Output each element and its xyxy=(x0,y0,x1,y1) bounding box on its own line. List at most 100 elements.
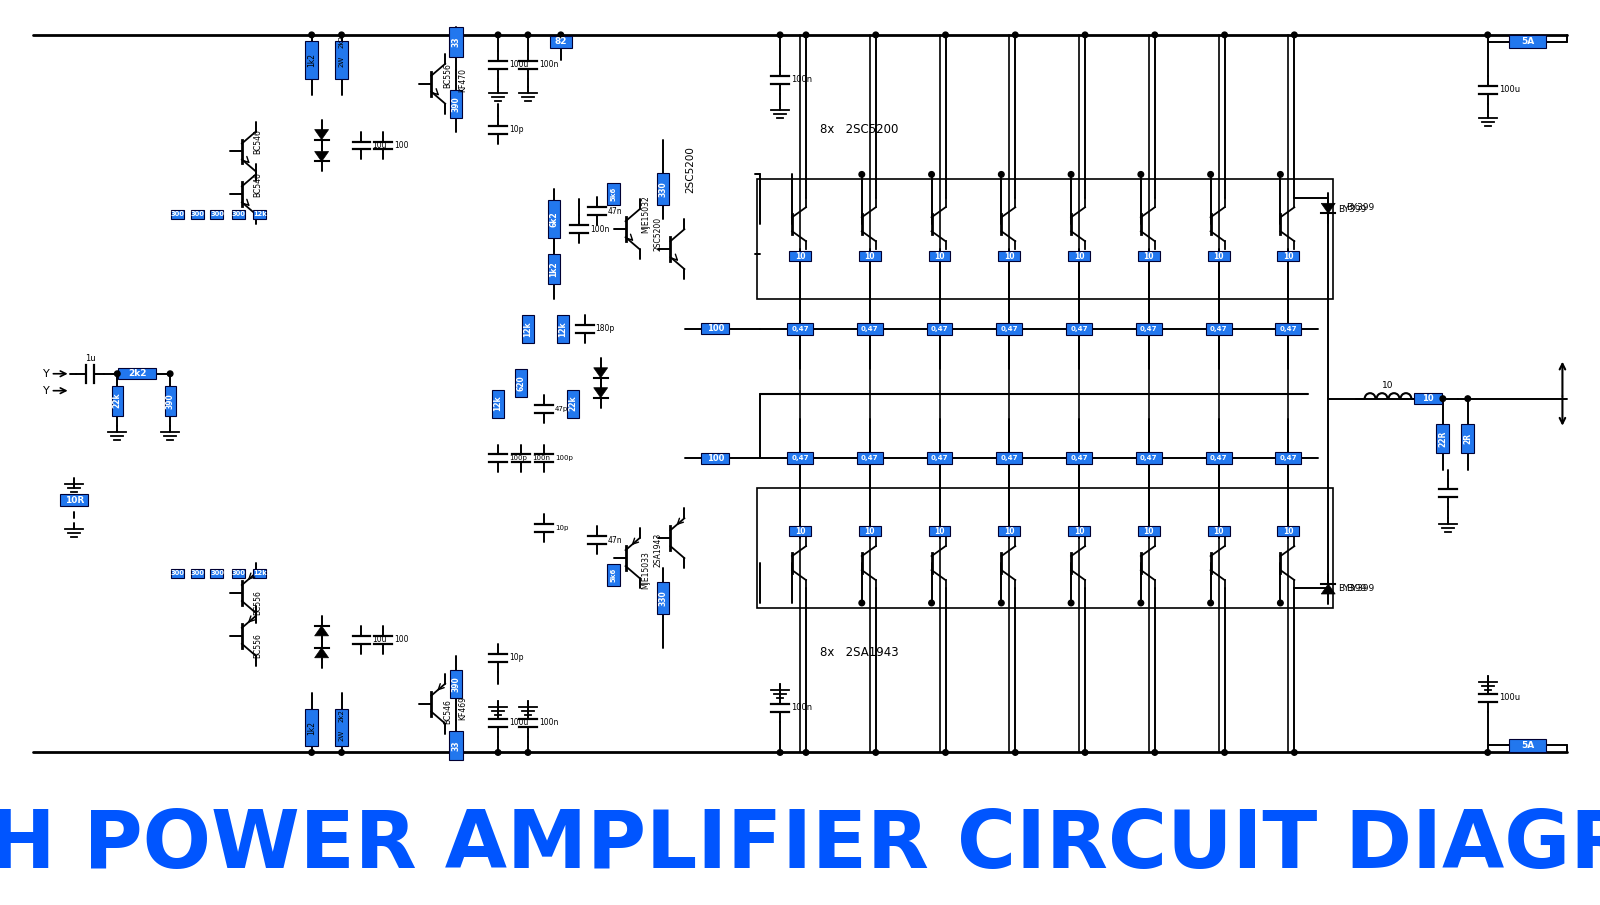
Text: MJE15032: MJE15032 xyxy=(642,195,650,233)
Text: 100u: 100u xyxy=(1499,85,1520,94)
Text: 0,47: 0,47 xyxy=(861,326,878,332)
Text: 0,47: 0,47 xyxy=(931,455,949,462)
Text: 0,47: 0,47 xyxy=(1141,326,1157,332)
Bar xyxy=(547,254,560,284)
Text: 390: 390 xyxy=(166,393,174,408)
Text: BC546: BC546 xyxy=(253,129,262,154)
Bar xyxy=(493,390,504,417)
Circle shape xyxy=(942,749,949,756)
Text: 47p: 47p xyxy=(555,405,568,412)
Bar xyxy=(998,252,1021,262)
Circle shape xyxy=(859,600,864,605)
Bar xyxy=(450,670,462,698)
Circle shape xyxy=(942,32,949,38)
Bar xyxy=(658,582,669,614)
Bar xyxy=(1437,424,1450,453)
Text: 2k2: 2k2 xyxy=(339,35,344,48)
Polygon shape xyxy=(1322,584,1334,594)
Circle shape xyxy=(1069,172,1074,177)
Circle shape xyxy=(309,749,315,756)
Text: 0,47: 0,47 xyxy=(1000,326,1018,332)
Text: 0,47: 0,47 xyxy=(1210,455,1227,462)
Circle shape xyxy=(998,600,1005,605)
Bar xyxy=(789,252,811,262)
Text: 0,47: 0,47 xyxy=(1000,455,1018,462)
Text: 6k2: 6k2 xyxy=(549,212,558,227)
Text: 10: 10 xyxy=(1283,252,1294,261)
Bar xyxy=(997,452,1022,464)
Circle shape xyxy=(1485,32,1491,38)
Text: 100n: 100n xyxy=(539,718,558,727)
Text: 300: 300 xyxy=(232,211,246,217)
Text: 1k2: 1k2 xyxy=(307,720,317,735)
Text: 620: 620 xyxy=(517,375,525,391)
Bar xyxy=(253,210,266,219)
Bar xyxy=(450,90,462,118)
Text: 82: 82 xyxy=(555,37,566,46)
Text: 5A: 5A xyxy=(1522,741,1534,750)
Text: 10: 10 xyxy=(934,252,944,261)
Circle shape xyxy=(1152,32,1157,38)
Circle shape xyxy=(1466,395,1470,402)
Bar xyxy=(1277,526,1299,536)
Bar xyxy=(566,390,579,417)
Text: 22k: 22k xyxy=(568,395,578,412)
Bar xyxy=(253,568,266,577)
Polygon shape xyxy=(315,648,328,658)
Text: Y: Y xyxy=(43,386,50,395)
Text: 33: 33 xyxy=(451,740,461,751)
Bar xyxy=(928,526,950,536)
Bar xyxy=(789,526,811,536)
Circle shape xyxy=(1152,749,1157,756)
Text: 10: 10 xyxy=(1283,527,1294,536)
Bar xyxy=(701,453,730,464)
Bar xyxy=(232,568,245,577)
Bar xyxy=(1138,252,1160,262)
Bar xyxy=(606,184,621,205)
Bar xyxy=(928,252,950,262)
Bar xyxy=(190,568,203,577)
Bar xyxy=(858,323,883,335)
Circle shape xyxy=(496,749,501,756)
Circle shape xyxy=(1208,172,1213,177)
Circle shape xyxy=(1082,749,1088,756)
Bar xyxy=(112,386,123,415)
Circle shape xyxy=(1138,172,1144,177)
Text: BY399: BY399 xyxy=(1346,203,1374,212)
Text: 1k2: 1k2 xyxy=(549,262,558,277)
Text: 10: 10 xyxy=(1213,527,1224,536)
Text: 12k: 12k xyxy=(523,321,533,337)
Bar xyxy=(1275,452,1301,464)
Polygon shape xyxy=(594,387,608,397)
Text: BC556: BC556 xyxy=(253,591,262,615)
Text: Y: Y xyxy=(43,368,50,378)
Circle shape xyxy=(859,172,864,177)
Bar xyxy=(306,709,318,747)
Text: 100u: 100u xyxy=(509,61,528,70)
Bar xyxy=(1414,393,1442,405)
Bar xyxy=(61,494,88,506)
Text: 100u: 100u xyxy=(509,718,528,727)
Text: 300: 300 xyxy=(210,211,224,217)
Text: 300: 300 xyxy=(190,570,203,576)
Text: 0,47: 0,47 xyxy=(1141,455,1157,462)
Text: 300: 300 xyxy=(170,570,184,576)
Polygon shape xyxy=(315,129,328,139)
Circle shape xyxy=(1208,600,1213,605)
Text: 2W: 2W xyxy=(339,56,344,67)
Bar xyxy=(1509,35,1547,48)
Circle shape xyxy=(115,371,120,376)
Bar xyxy=(606,564,621,586)
Text: 47n: 47n xyxy=(608,536,622,545)
Circle shape xyxy=(928,172,934,177)
Text: 100n: 100n xyxy=(531,455,550,462)
Text: 330: 330 xyxy=(659,590,667,605)
Text: BC556: BC556 xyxy=(253,634,262,658)
Circle shape xyxy=(1069,600,1074,605)
Text: 100n: 100n xyxy=(539,61,558,70)
Circle shape xyxy=(525,749,531,756)
Text: 47n: 47n xyxy=(608,206,622,215)
Bar xyxy=(926,323,952,335)
Circle shape xyxy=(1440,395,1446,402)
Text: 5A: 5A xyxy=(1522,37,1534,46)
